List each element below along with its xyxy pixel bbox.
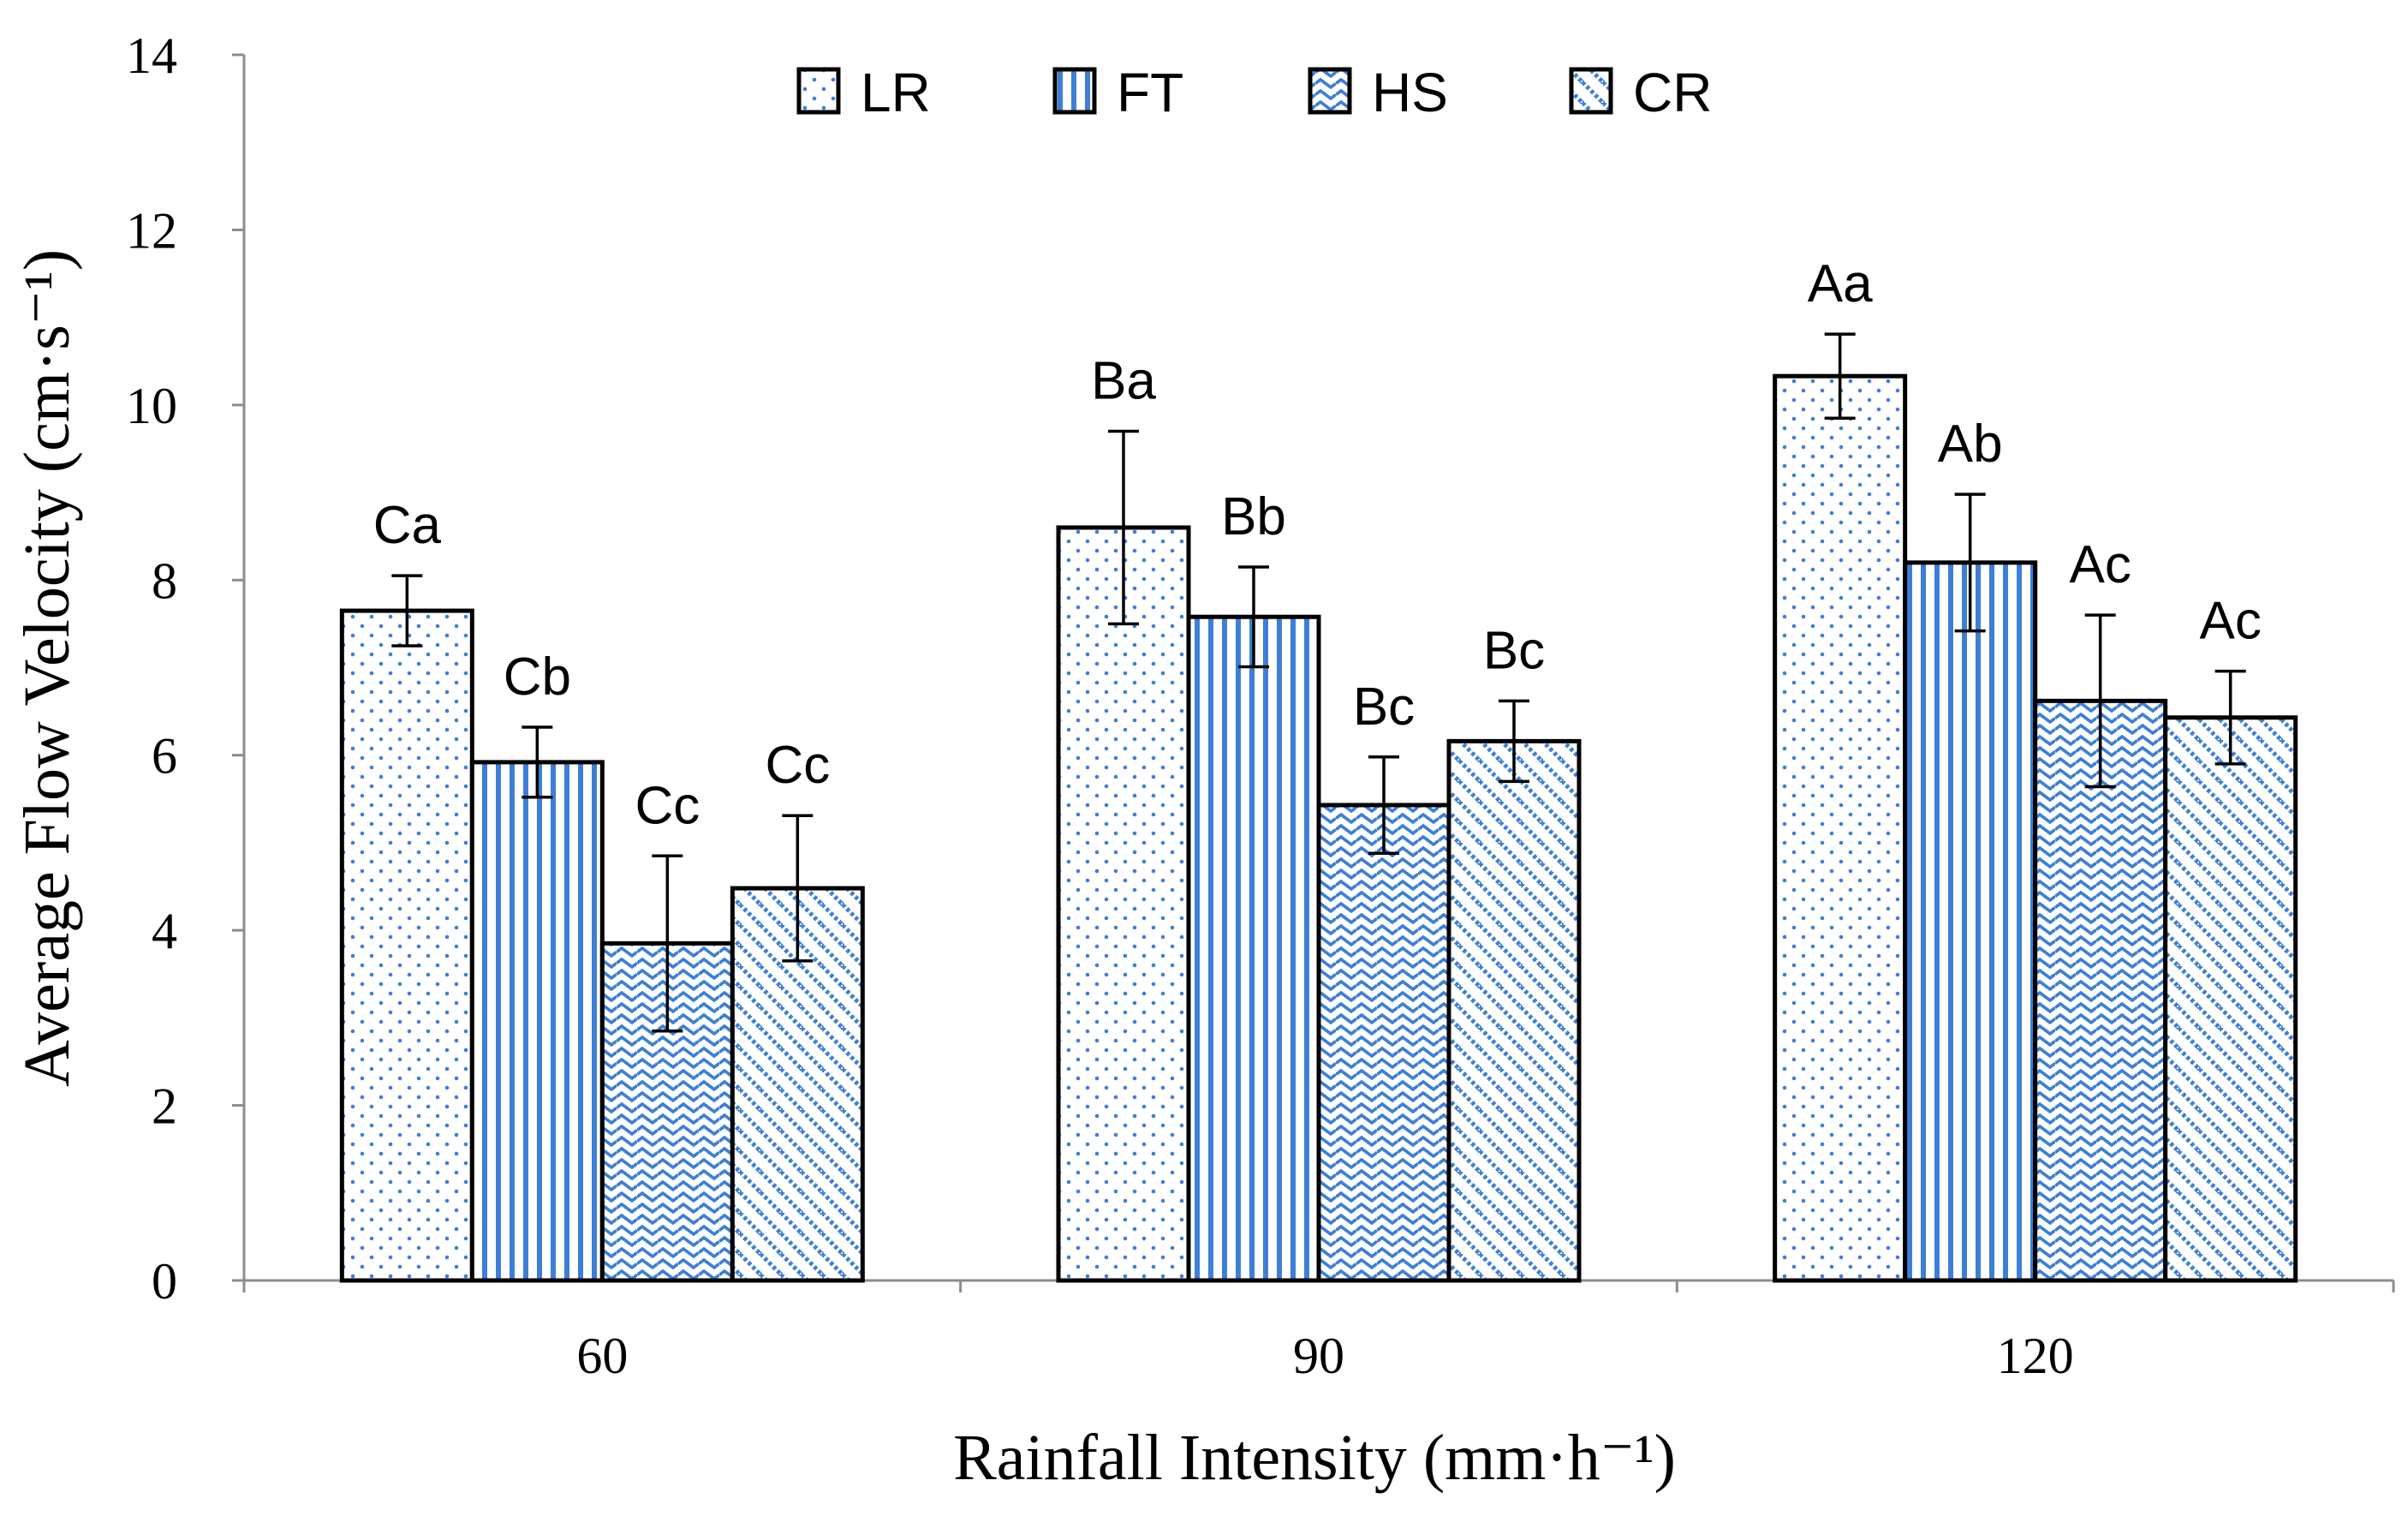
significance-label: Ac: [2069, 535, 2131, 594]
y-tick-label: 2: [152, 1078, 177, 1135]
x-axis-title: Rainfall Intensity (mm·h⁻¹): [953, 1422, 1676, 1494]
significance-label: Cc: [765, 736, 830, 795]
legend-label-cr: CR: [1633, 62, 1712, 123]
legend: LR FT HS CR: [796, 62, 1712, 123]
bar-ft-120: [1903, 560, 2038, 1283]
legend-swatch-cr: [1569, 67, 1613, 115]
legend-swatch-ft: [1052, 67, 1097, 115]
y-tick-label: 0: [152, 1253, 177, 1310]
x-tick-label: 120: [1997, 1328, 2074, 1384]
significance-label: Ac: [2199, 592, 2261, 651]
significance-label: Cc: [635, 776, 700, 835]
legend-item-lr: LR: [796, 62, 931, 123]
y-tick-label: 8: [152, 552, 177, 609]
y-tick-label: 6: [152, 728, 177, 785]
significance-label: Bc: [1483, 621, 1545, 680]
y-axis-ticks: 0 2 4 6 8 10 12 14: [126, 27, 244, 1310]
x-axis-ticks: 60 90 120: [242, 1280, 2395, 1384]
legend-item-hs: HS: [1308, 62, 1448, 123]
legend-swatch-hs: [1308, 67, 1352, 115]
legend-label-hs: HS: [1372, 62, 1448, 123]
y-tick-label: 4: [152, 903, 177, 959]
bar-ft-60: [469, 760, 605, 1283]
bar-cr-90: [1446, 738, 1582, 1283]
significance-label: Ca: [373, 496, 442, 555]
error-bars-layer: [391, 332, 2246, 1033]
y-tick-label: 14: [126, 27, 177, 84]
bar-lr-60: [339, 608, 474, 1283]
legend-swatch-lr: [796, 67, 841, 115]
y-tick-label: 10: [126, 378, 177, 434]
bar-hs-120: [2033, 698, 2168, 1283]
legend-item-cr: CR: [1569, 62, 1712, 123]
significance-label: Bb: [1221, 487, 1286, 546]
significance-label: Bc: [1353, 677, 1415, 737]
significance-label: Ab: [1938, 415, 2003, 474]
bar-cr-120: [2163, 715, 2298, 1283]
bars-layer: [339, 373, 2298, 1283]
x-tick-label: 60: [576, 1328, 628, 1384]
bar-labels-layer: Ca Cb Cc Cc Ba Bb Bc Bc Aa Ab Ac Ac: [373, 254, 2262, 835]
legend-label-ft: FT: [1117, 62, 1183, 123]
legend-label-lr: LR: [861, 62, 931, 123]
significance-label: Ba: [1091, 352, 1156, 411]
bar-ft-90: [1186, 614, 1321, 1283]
legend-item-ft: FT: [1052, 62, 1183, 123]
y-axis-title: Average Flow Velocity (cm·s⁻¹): [11, 249, 83, 1087]
x-tick-label: 90: [1293, 1328, 1344, 1384]
significance-label: Cb: [504, 648, 571, 707]
bar-lr-120: [1773, 373, 1908, 1283]
y-tick-label: 12: [126, 202, 177, 259]
significance-label: Aa: [1808, 254, 1873, 313]
bar-lr-90: [1056, 525, 1191, 1283]
bar-hs-90: [1316, 803, 1451, 1283]
